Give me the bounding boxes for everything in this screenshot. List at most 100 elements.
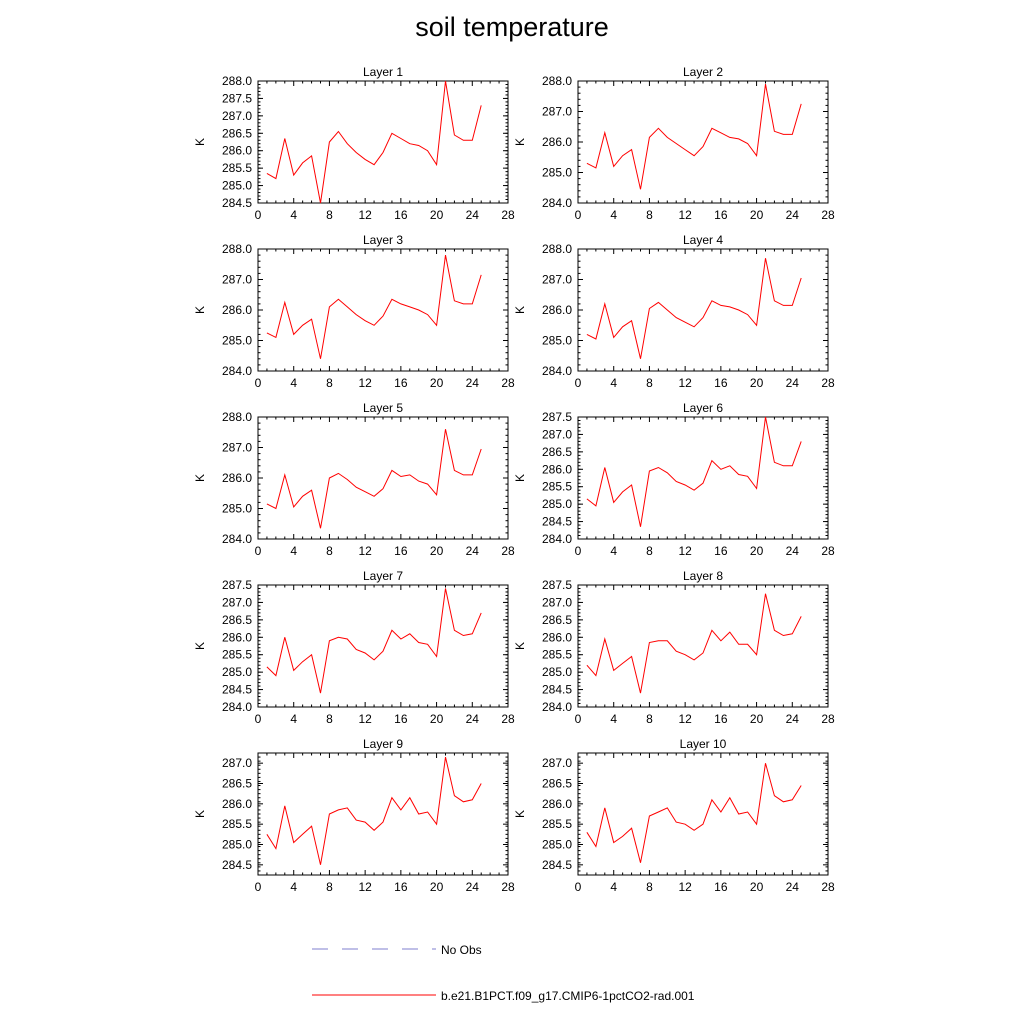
x-tick-label: 12 xyxy=(678,712,692,726)
y-tick-label: 286.5 xyxy=(222,613,252,627)
plot-frame xyxy=(257,752,509,876)
x-tick-label: 16 xyxy=(394,712,408,726)
series-line xyxy=(266,255,482,359)
y-axis-label: K xyxy=(193,474,207,482)
x-tick-label: 12 xyxy=(678,208,692,222)
x-tick-label: 4 xyxy=(610,208,617,222)
x-tick-label: 24 xyxy=(466,544,480,558)
y-tick-label: 285.0 xyxy=(542,334,572,348)
y-tick-label: 284.5 xyxy=(542,858,572,872)
y-tick-label: 284.0 xyxy=(542,364,572,378)
x-tick-label: 24 xyxy=(466,712,480,726)
panel-layer-8: Layer 8 K 0 4 8 12 16 20 24 28 284.0 284.5 285.0 285.… xyxy=(513,569,835,726)
y-tick-label: 284.0 xyxy=(542,532,572,546)
x-tick-label: 16 xyxy=(714,544,728,558)
y-tick-label: 286.0 xyxy=(222,303,252,317)
y-tick-label: 287.0 xyxy=(542,273,572,287)
series-line xyxy=(586,258,802,359)
y-tick-label: 286.0 xyxy=(222,797,252,811)
x-tick-label: 16 xyxy=(394,376,408,390)
x-tick-label: 4 xyxy=(290,376,297,390)
y-tick-label: 285.5 xyxy=(222,648,252,662)
plot-frame xyxy=(257,248,509,372)
y-axis-label: K xyxy=(193,810,207,818)
y-tick-label: 286.5 xyxy=(222,777,252,791)
y-tick-label: 284.5 xyxy=(542,515,572,529)
x-tick-label: 12 xyxy=(358,208,372,222)
y-tick-label: 286.0 xyxy=(542,462,572,476)
y-tick-label: 284.0 xyxy=(542,196,572,210)
x-tick-label: 8 xyxy=(646,376,653,390)
panel-layer-10: Layer 10 K 0 4 8 12 16 20 24 28 284.5 285.0 285.5 286… xyxy=(513,737,835,894)
x-tick-label: 16 xyxy=(714,712,728,726)
x-tick-label: 12 xyxy=(358,712,372,726)
x-tick-label: 28 xyxy=(501,376,515,390)
x-tick-label: 20 xyxy=(430,376,444,390)
plot-frame xyxy=(577,584,829,708)
y-tick-label: 284.0 xyxy=(222,700,252,714)
y-axis-label: K xyxy=(193,642,207,650)
x-tick-label: 28 xyxy=(821,544,835,558)
y-axis-label: K xyxy=(193,306,207,314)
panel-title: Layer 9 xyxy=(363,737,403,751)
y-axis-label: K xyxy=(513,306,527,314)
x-tick-label: 28 xyxy=(501,208,515,222)
panel-layer-2: Layer 2 K 0 4 8 12 16 20 24 28 284.0 285.0 286.0 287.… xyxy=(513,65,835,222)
y-axis-label: K xyxy=(513,138,527,146)
x-tick-label: 20 xyxy=(750,712,764,726)
x-tick-label: 8 xyxy=(326,880,333,894)
panel-layer-9: Layer 9 K 0 4 8 12 16 20 24 28 284.5 285.0 285.5 286.… xyxy=(193,737,515,894)
y-tick-label: 284.0 xyxy=(222,364,252,378)
x-tick-label: 12 xyxy=(358,544,372,558)
plot-frame xyxy=(577,248,829,372)
x-tick-label: 4 xyxy=(610,880,617,894)
y-tick-label: 285.5 xyxy=(542,817,572,831)
y-tick-label: 285.0 xyxy=(542,838,572,852)
x-tick-label: 20 xyxy=(430,208,444,222)
panel-layer-6: Layer 6 K 0 4 8 12 16 20 24 28 284.0 284.5 285.0 285.… xyxy=(513,401,835,558)
legend: No Obs b.e21.B1PCT.f09_g17.CMIP6-1pctCO2-… xyxy=(312,943,695,1003)
x-tick-label: 0 xyxy=(255,376,262,390)
legend-label-no-obs: No Obs xyxy=(441,943,482,957)
plot-frame xyxy=(577,416,829,540)
x-tick-label: 24 xyxy=(786,880,800,894)
x-tick-label: 12 xyxy=(678,544,692,558)
panel-title: Layer 7 xyxy=(363,569,403,583)
x-tick-label: 12 xyxy=(358,376,372,390)
x-tick-label: 0 xyxy=(575,712,582,726)
x-tick-label: 8 xyxy=(646,880,653,894)
x-tick-label: 0 xyxy=(255,544,262,558)
panel-layer-4: Layer 4 K 0 4 8 12 16 20 24 28 284.0 285.0 286.0 287.… xyxy=(513,233,835,390)
y-tick-label: 287.0 xyxy=(222,273,252,287)
x-tick-label: 16 xyxy=(394,880,408,894)
panel-title: Layer 1 xyxy=(363,65,403,79)
panel-title: Layer 8 xyxy=(683,569,723,583)
x-tick-label: 0 xyxy=(255,208,262,222)
x-tick-label: 20 xyxy=(430,880,444,894)
y-tick-label: 287.0 xyxy=(222,756,252,770)
plot-frame xyxy=(257,584,509,708)
y-tick-label: 286.0 xyxy=(542,797,572,811)
x-tick-label: 0 xyxy=(255,880,262,894)
y-tick-label: 286.0 xyxy=(542,630,572,644)
plot-frame xyxy=(577,752,829,876)
x-tick-label: 16 xyxy=(714,208,728,222)
y-tick-label: 286.0 xyxy=(222,471,252,485)
y-tick-label: 285.0 xyxy=(222,179,252,193)
x-tick-label: 8 xyxy=(646,712,653,726)
x-tick-label: 20 xyxy=(750,544,764,558)
y-tick-label: 287.5 xyxy=(222,578,252,592)
x-tick-label: 24 xyxy=(466,208,480,222)
x-tick-label: 28 xyxy=(501,880,515,894)
x-tick-label: 0 xyxy=(575,376,582,390)
y-tick-label: 286.0 xyxy=(542,135,572,149)
x-tick-label: 28 xyxy=(821,208,835,222)
y-tick-label: 284.5 xyxy=(222,858,252,872)
x-tick-label: 8 xyxy=(326,544,333,558)
x-tick-label: 4 xyxy=(610,544,617,558)
y-tick-label: 284.0 xyxy=(542,700,572,714)
x-tick-label: 0 xyxy=(255,712,262,726)
y-tick-label: 288.0 xyxy=(542,74,572,88)
panel-layer-7: Layer 7 K 0 4 8 12 16 20 24 28 284.0 284.5 285.0 285.… xyxy=(193,569,515,726)
